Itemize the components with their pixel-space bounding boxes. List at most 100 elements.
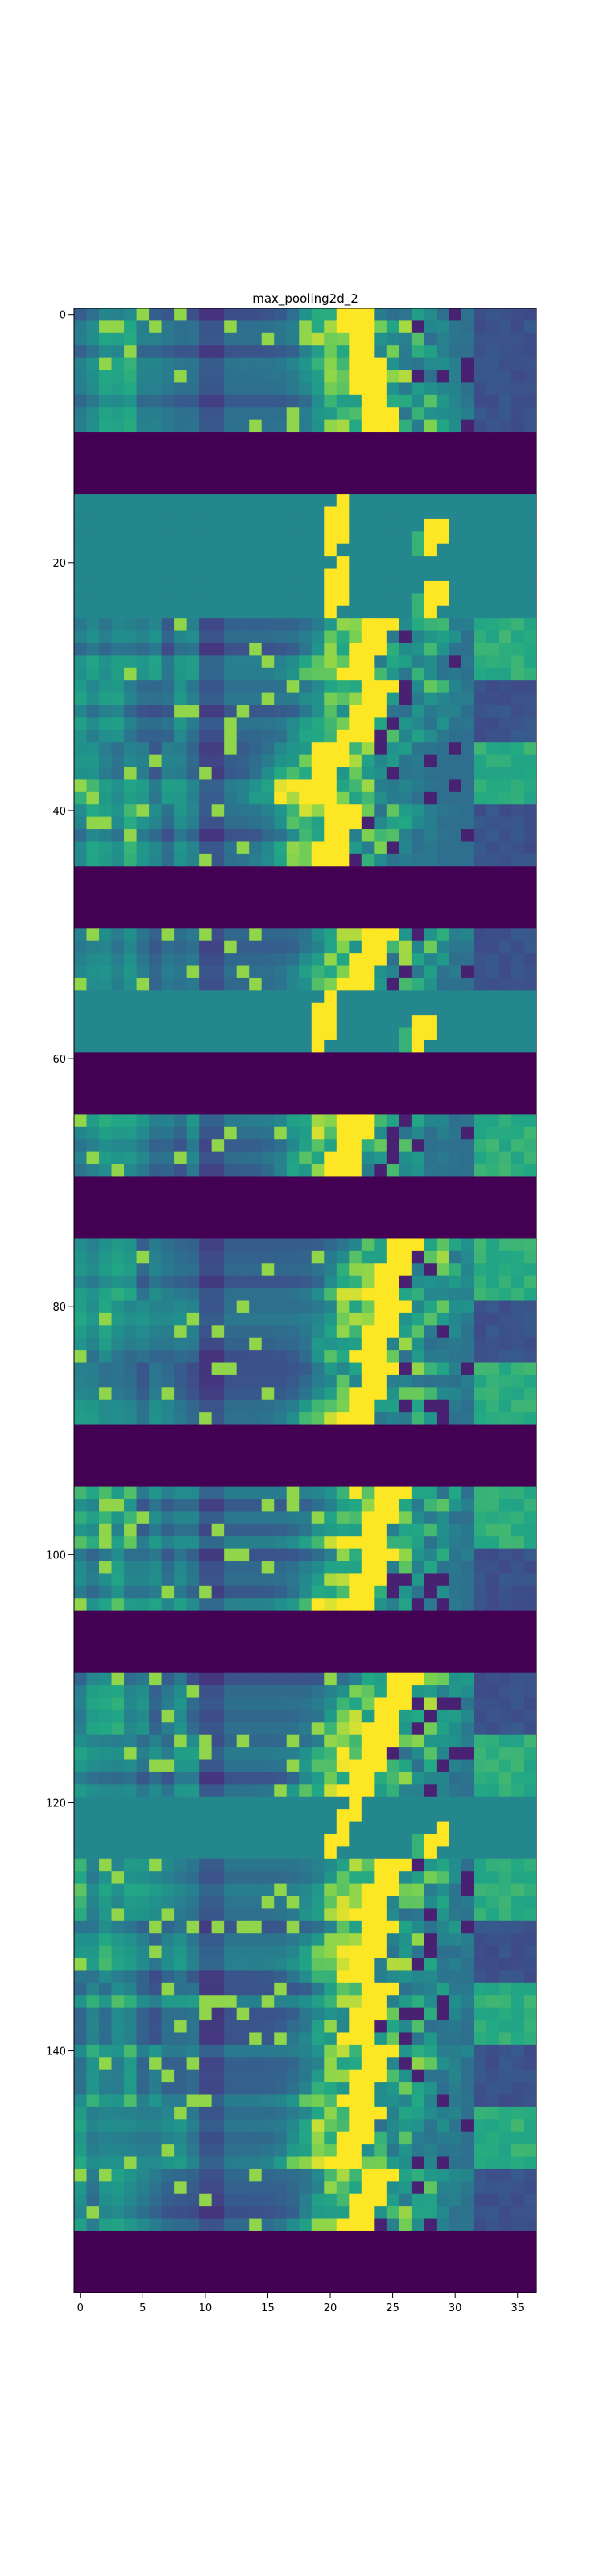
heatmap-cell xyxy=(436,1846,449,1860)
heatmap-cell xyxy=(174,1449,188,1463)
heatmap-cell xyxy=(86,1126,100,1140)
heatmap-cell xyxy=(424,1548,437,1562)
heatmap-cell xyxy=(511,742,525,756)
heatmap-cell xyxy=(486,1573,500,1587)
heatmap-cell xyxy=(424,729,437,743)
heatmap-cell xyxy=(111,928,125,942)
heatmap-cell xyxy=(274,1858,288,1872)
heatmap-cell xyxy=(336,1722,350,1736)
heatmap-cell xyxy=(124,531,138,545)
heatmap-cell xyxy=(149,1275,163,1289)
heatmap-cell xyxy=(186,506,200,520)
heatmap-cell xyxy=(524,1672,537,1686)
heatmap-cell xyxy=(311,1312,325,1326)
heatmap-cell xyxy=(286,705,300,719)
heatmap-cell xyxy=(274,1374,288,1388)
heatmap-cell xyxy=(211,580,225,594)
heatmap-cell xyxy=(386,1436,399,1450)
heatmap-cell xyxy=(161,692,175,706)
heatmap-cell xyxy=(149,1908,163,1922)
heatmap-cell xyxy=(186,1151,200,1165)
heatmap-cell xyxy=(86,1102,100,1116)
heatmap-cell xyxy=(161,1275,175,1289)
heatmap-cell xyxy=(261,506,275,520)
heatmap-cell xyxy=(499,1263,512,1277)
heatmap-cell xyxy=(74,705,88,719)
heatmap-cell xyxy=(174,357,188,371)
heatmap-cell xyxy=(199,791,213,805)
heatmap-cell xyxy=(386,742,399,756)
heatmap-cell xyxy=(161,1288,175,1302)
heatmap-cell xyxy=(199,940,213,954)
heatmap-cell xyxy=(399,1871,412,1885)
heatmap-cell xyxy=(261,1672,275,1686)
heatmap-cell xyxy=(511,1685,525,1699)
heatmap-cell xyxy=(149,717,163,731)
heatmap-cell xyxy=(149,1858,163,1872)
heatmap-cell xyxy=(186,1821,200,1835)
heatmap-cell xyxy=(336,1585,350,1599)
heatmap-cell xyxy=(424,1226,437,1240)
heatmap-cell xyxy=(261,928,275,942)
heatmap-cell xyxy=(261,618,275,632)
heatmap-cell xyxy=(174,1077,188,1091)
heatmap-cell xyxy=(349,1486,362,1500)
heatmap-cell xyxy=(236,829,250,843)
heatmap-cell xyxy=(499,1908,512,1922)
heatmap-cell xyxy=(99,1635,113,1649)
heatmap-cell xyxy=(524,1945,537,1959)
heatmap-cell xyxy=(224,1809,238,1823)
heatmap-cell xyxy=(486,1871,500,1885)
heatmap-cell xyxy=(349,1399,362,1413)
heatmap-cell xyxy=(424,1288,437,1302)
heatmap-cell xyxy=(99,841,113,855)
heatmap-cell xyxy=(249,1970,263,1984)
heatmap-cell xyxy=(349,1362,362,1376)
heatmap-cell xyxy=(286,407,300,421)
heatmap-cell xyxy=(261,692,275,706)
heatmap-cell xyxy=(224,1027,238,1041)
heatmap-cell xyxy=(361,1350,375,1364)
heatmap-cell xyxy=(336,1548,350,1562)
heatmap-cell xyxy=(324,1288,337,1302)
heatmap-cell xyxy=(361,977,375,991)
heatmap-cell xyxy=(524,1089,537,1103)
heatmap-cell xyxy=(349,394,362,408)
heatmap-cell xyxy=(436,1002,449,1016)
heatmap-cell xyxy=(186,1486,200,1500)
heatmap-cell xyxy=(511,1213,525,1227)
heatmap-cell xyxy=(99,692,113,706)
heatmap-cell xyxy=(524,1449,537,1463)
heatmap-cell xyxy=(286,729,300,743)
heatmap-cell xyxy=(361,1523,375,1537)
heatmap-cell xyxy=(299,977,312,991)
heatmap-cell xyxy=(99,1089,113,1103)
heatmap-cell xyxy=(436,965,449,979)
heatmap-cell xyxy=(474,1213,487,1227)
heatmap-cell xyxy=(99,432,113,446)
heatmap-cell xyxy=(74,1449,88,1463)
heatmap-cell xyxy=(174,1461,188,1475)
heatmap-cell xyxy=(199,1685,213,1699)
heatmap-cell xyxy=(486,1089,500,1103)
heatmap-cell xyxy=(186,1623,200,1637)
heatmap-cell xyxy=(386,965,399,979)
heatmap-cell xyxy=(174,1958,188,1971)
heatmap-cell xyxy=(486,1536,500,1550)
heatmap-cell xyxy=(474,1709,487,1723)
heatmap-cell xyxy=(386,1325,399,1339)
heatmap-cell xyxy=(136,1561,150,1575)
heatmap-cell xyxy=(474,432,487,446)
heatmap-cell xyxy=(274,1226,288,1240)
heatmap-cell xyxy=(261,1709,275,1723)
heatmap-cell xyxy=(386,1164,399,1178)
heatmap-cell xyxy=(524,593,537,607)
heatmap-cell xyxy=(74,1102,88,1116)
heatmap-cell xyxy=(249,1896,263,1909)
heatmap-cell xyxy=(211,1027,225,1041)
heatmap-cell xyxy=(161,1039,175,1053)
heatmap-cell xyxy=(111,1350,125,1364)
heatmap-cell xyxy=(386,1970,399,1984)
heatmap-cell xyxy=(474,1201,487,1215)
heatmap-cell xyxy=(349,382,362,396)
